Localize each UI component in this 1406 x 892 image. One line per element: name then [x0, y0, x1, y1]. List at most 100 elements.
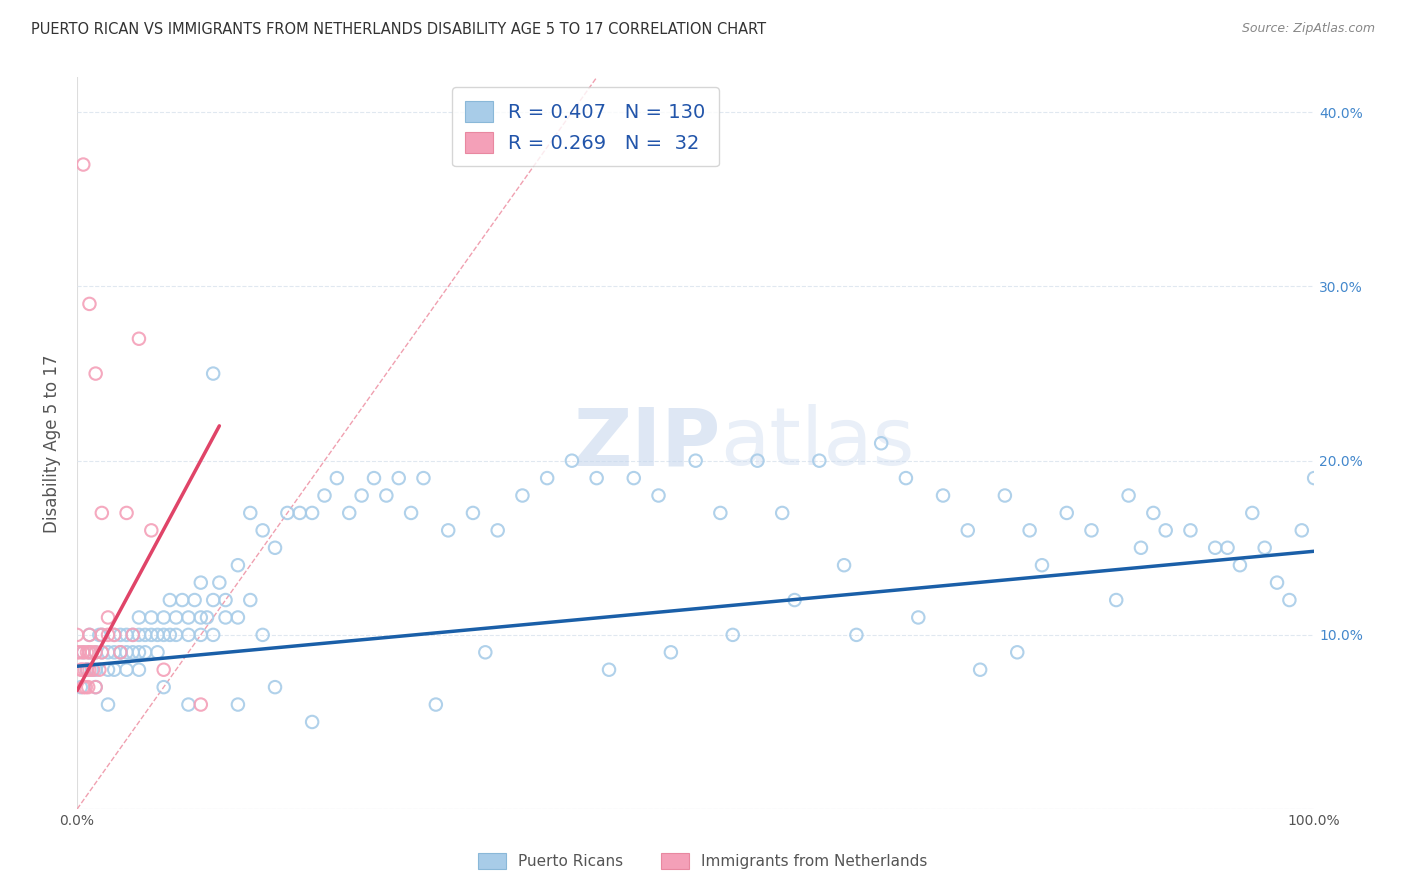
Point	[115, 628, 138, 642]
Point	[264, 541, 287, 555]
Point	[115, 645, 138, 659]
Point	[84, 367, 107, 381]
Point	[337, 506, 360, 520]
Point	[110, 645, 132, 659]
Point	[172, 593, 194, 607]
Point	[1253, 541, 1275, 555]
Point	[956, 524, 979, 538]
Point	[141, 524, 163, 538]
Point	[80, 663, 103, 677]
Point	[141, 610, 163, 624]
Point	[76, 663, 98, 677]
Point	[870, 436, 893, 450]
Text: PUERTO RICAN VS IMMIGRANTS FROM NETHERLANDS DISABILITY AGE 5 TO 17 CORRELATION C: PUERTO RICAN VS IMMIGRANTS FROM NETHERLA…	[31, 22, 766, 37]
Point	[659, 645, 682, 659]
Point	[252, 524, 274, 538]
Point	[146, 645, 169, 659]
Point	[76, 645, 98, 659]
Point	[89, 628, 111, 642]
Point	[80, 645, 103, 659]
Point	[79, 645, 101, 659]
Point	[79, 663, 101, 677]
Point	[72, 645, 94, 659]
Point	[350, 489, 373, 503]
Point	[202, 367, 225, 381]
Point	[183, 593, 205, 607]
Point	[399, 506, 422, 520]
Point	[84, 680, 107, 694]
Point	[598, 663, 620, 677]
Point	[276, 506, 298, 520]
Point	[110, 628, 132, 642]
Point	[314, 489, 336, 503]
Point	[79, 628, 101, 642]
Point	[623, 471, 645, 485]
Point	[208, 575, 231, 590]
Point	[141, 628, 163, 642]
Point	[165, 628, 187, 642]
Point	[845, 628, 868, 642]
Point	[73, 663, 96, 677]
Point	[79, 628, 101, 642]
Point	[437, 524, 460, 538]
Point	[90, 506, 112, 520]
Point	[647, 489, 669, 503]
Point	[1180, 524, 1202, 538]
Point	[128, 628, 150, 642]
Point	[177, 628, 200, 642]
Text: Source: ZipAtlas.com: Source: ZipAtlas.com	[1241, 22, 1375, 36]
Point	[252, 628, 274, 642]
Point	[177, 698, 200, 712]
Point	[90, 628, 112, 642]
Point	[103, 628, 125, 642]
Point	[1007, 645, 1029, 659]
Point	[90, 645, 112, 659]
Point	[1154, 524, 1177, 538]
Point	[412, 471, 434, 485]
Point	[128, 663, 150, 677]
Point	[159, 593, 181, 607]
Point	[226, 558, 249, 573]
Point	[76, 663, 98, 677]
Point	[1291, 524, 1313, 538]
Point	[97, 628, 120, 642]
Point	[363, 471, 385, 485]
Text: ZIP: ZIP	[574, 404, 720, 483]
Point	[72, 157, 94, 171]
Point	[585, 471, 607, 485]
Point	[84, 680, 107, 694]
Point	[97, 663, 120, 677]
Point	[1056, 506, 1078, 520]
Text: atlas: atlas	[720, 404, 915, 483]
Point	[152, 663, 174, 677]
Point	[512, 489, 534, 503]
Point	[214, 610, 236, 624]
Point	[84, 645, 107, 659]
Legend: Puerto Ricans, Immigrants from Netherlands: Puerto Ricans, Immigrants from Netherlan…	[472, 847, 934, 875]
Point	[1229, 558, 1251, 573]
Point	[474, 645, 496, 659]
Point	[239, 593, 262, 607]
Point	[121, 628, 143, 642]
Point	[1241, 506, 1264, 520]
Y-axis label: Disability Age 5 to 17: Disability Age 5 to 17	[44, 354, 60, 533]
Point	[152, 610, 174, 624]
Point	[121, 628, 143, 642]
Point	[226, 610, 249, 624]
Point	[1118, 489, 1140, 503]
Point	[115, 663, 138, 677]
Point	[97, 645, 120, 659]
Point	[165, 610, 187, 624]
Point	[115, 506, 138, 520]
Point	[1129, 541, 1152, 555]
Point	[97, 610, 120, 624]
Point	[190, 610, 212, 624]
Point	[932, 489, 955, 503]
Point	[994, 489, 1017, 503]
Point	[82, 663, 104, 677]
Point	[226, 698, 249, 712]
Point	[561, 453, 583, 467]
Point	[709, 506, 731, 520]
Point	[1142, 506, 1164, 520]
Point	[90, 645, 112, 659]
